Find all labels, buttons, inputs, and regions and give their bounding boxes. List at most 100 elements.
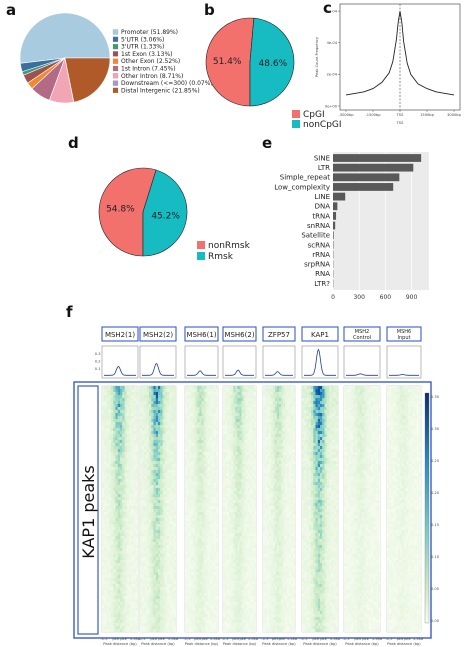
heatmap-cell [115, 479, 118, 483]
heatmap-cell [193, 461, 196, 465]
heatmap-cell [153, 428, 156, 432]
heatmap-cell [142, 614, 145, 618]
heatmap-cell [191, 611, 194, 615]
heatmap-cell [104, 626, 107, 630]
heatmap-cell [187, 491, 190, 495]
heatmap-cell [185, 467, 188, 471]
heatmap-cell [115, 530, 118, 534]
heatmap-cell [115, 593, 118, 597]
heatmap-cell [245, 503, 248, 507]
heatmap-cell [111, 557, 114, 561]
heatmap-cell [199, 566, 202, 570]
heatmap-cell [126, 473, 130, 477]
heatmap-cell [245, 479, 248, 483]
heatmap-cell [243, 386, 246, 390]
heatmap-cell [215, 611, 219, 615]
heatmap-cell [171, 446, 174, 450]
heatmap-cell [126, 398, 130, 402]
heatmap-cell [104, 392, 107, 396]
heatmap-cell [104, 440, 107, 444]
pie-slice [249, 17, 295, 107]
heatmap-cell [191, 578, 194, 582]
heatmap-cell [151, 623, 154, 627]
heatmap-cell [158, 581, 161, 585]
heatmap-cell [203, 425, 206, 429]
heatmap-cell [235, 515, 238, 519]
heatmap-cell [201, 440, 204, 444]
heatmap-cell [245, 428, 248, 432]
heatmap-cell [129, 554, 132, 558]
heatmap-cell [205, 455, 208, 459]
heatmap-cell [133, 608, 136, 612]
heatmap-cell [164, 545, 168, 549]
heatmap-cell [239, 476, 242, 480]
heatmap-cell [185, 542, 188, 546]
heatmap-cell [171, 530, 174, 534]
heatmap-cell [146, 584, 150, 588]
heatmap-cell [209, 431, 212, 435]
heatmap-cell [195, 476, 198, 480]
heatmap-cell [193, 566, 196, 570]
heatmap-cell [211, 602, 214, 606]
heatmap-cell [201, 488, 204, 492]
heatmap-cell [237, 428, 240, 432]
heatmap-cell [243, 425, 246, 429]
heatmap-cell [122, 443, 125, 447]
legend-swatch [112, 51, 119, 57]
heatmap-cell [115, 581, 118, 585]
profile-y-tick: 0.3 [95, 352, 101, 356]
heatmap-cell [164, 569, 168, 573]
heatmap-cell [169, 596, 172, 600]
heatmap-cell [203, 524, 206, 528]
heatmap-cell [133, 527, 136, 531]
heatmap-cell [142, 410, 145, 414]
heatmap-cell [193, 428, 196, 432]
heatmap-cell [153, 629, 156, 633]
heatmap-cell [151, 467, 154, 471]
heatmap-cell [235, 503, 238, 507]
bar-x-tick-label: 0 [331, 294, 335, 301]
heatmap-cell [185, 431, 188, 435]
heatmap-cell [111, 593, 114, 597]
heatmap-cell [151, 578, 154, 582]
heatmap-cell [195, 428, 198, 432]
heatmap-cell [169, 470, 172, 474]
heatmap-cell [253, 539, 257, 543]
heatmap-cell [108, 485, 112, 489]
heatmap-cell [189, 401, 192, 405]
heatmap-cell [229, 539, 232, 543]
heatmap-cell [211, 461, 214, 465]
heatmap-cell [115, 569, 118, 573]
heatmap-cell [235, 506, 238, 510]
heatmap-cell [251, 452, 255, 456]
heatmap-cell [146, 398, 150, 402]
heatmap-cell [164, 389, 168, 393]
heatmap-cell [215, 416, 219, 420]
heatmap-cell [205, 410, 208, 414]
heatmap-cell [205, 563, 208, 567]
heatmap-cell [164, 401, 168, 405]
heatmap-cell [102, 485, 105, 489]
heatmap-cell [102, 422, 105, 426]
heatmap-cell [245, 494, 248, 498]
heatmap-cell [120, 449, 123, 453]
heatmap-cell [135, 434, 139, 438]
heatmap-cell [209, 485, 212, 489]
heatmap-cell [144, 494, 147, 498]
heatmap-cell [151, 482, 154, 486]
heatmap-cell [146, 452, 150, 456]
heatmap-cell [235, 458, 238, 462]
heatmap-cell [245, 458, 248, 462]
heatmap-cell [117, 389, 121, 393]
heatmap-cell [144, 590, 147, 594]
heatmap-cell [227, 500, 230, 504]
heatmap-cell [122, 518, 125, 522]
heatmap-cell [102, 614, 105, 618]
heatmap-cell [146, 509, 150, 513]
heatmap-cell [146, 449, 150, 453]
heatmap-cell [251, 509, 255, 513]
heatmap-cell [197, 494, 200, 498]
heatmap-cell [225, 452, 228, 456]
heatmap-cell [249, 398, 252, 402]
pie-slice-label: 45.2% [151, 211, 180, 221]
